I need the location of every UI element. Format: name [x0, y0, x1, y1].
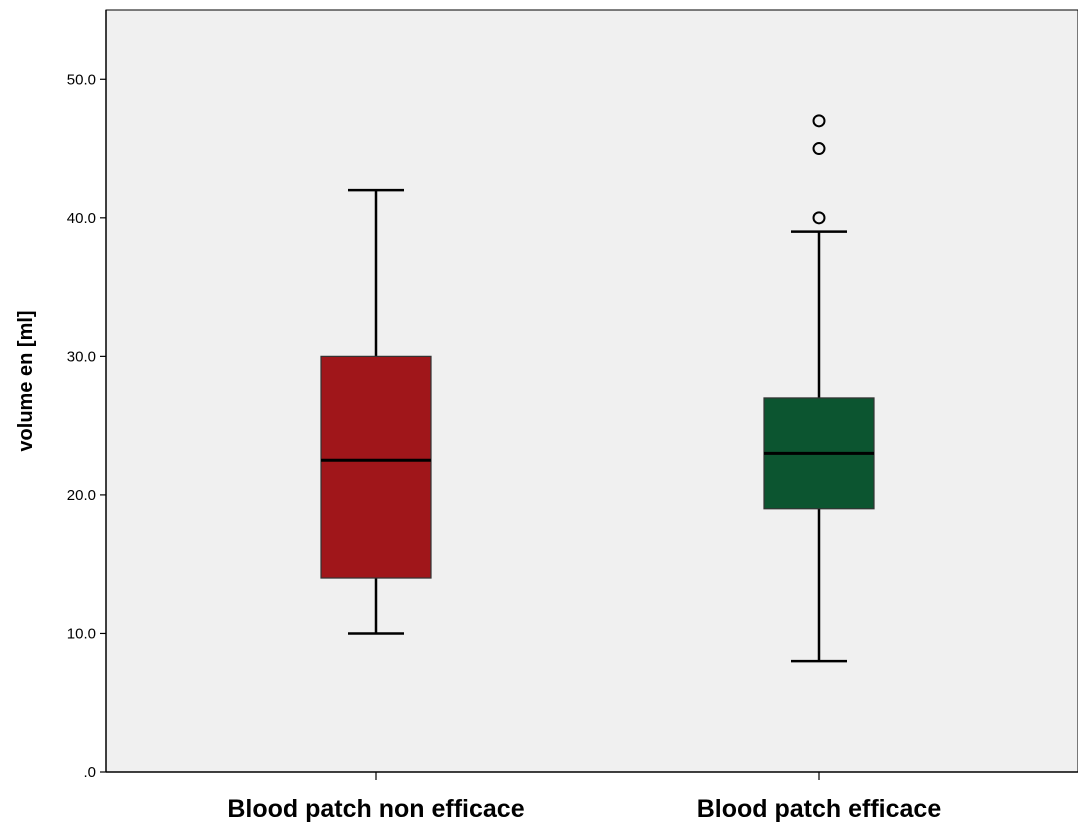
y-tick-label: 50.0 — [67, 71, 96, 88]
y-tick-label: 10.0 — [67, 625, 96, 642]
plot-background — [105, 9, 1078, 773]
x-category-label: Blood patch non efficace — [227, 795, 524, 823]
x-category-label: Blood patch efficace — [697, 795, 942, 823]
y-axis: .0 10.0 20.0 30.0 40.0 50.0 — [67, 10, 107, 781]
y-tick-label: 20.0 — [67, 487, 96, 504]
y-axis-title: volume en [ml] — [15, 310, 37, 451]
outlier-point — [812, 114, 826, 128]
x-axis: Blood patch non efficace Blood patch effi… — [106, 771, 1078, 823]
y-tick-label: .0 — [83, 764, 96, 781]
box-series — [320, 114, 875, 663]
box-group — [320, 188, 432, 635]
y-tick-label: 40.0 — [67, 210, 96, 227]
box-iqr — [320, 355, 432, 579]
outlier-point — [812, 142, 826, 156]
y-tick-label: 30.0 — [67, 348, 96, 365]
box-group — [763, 114, 875, 663]
outlier-point — [812, 211, 826, 225]
